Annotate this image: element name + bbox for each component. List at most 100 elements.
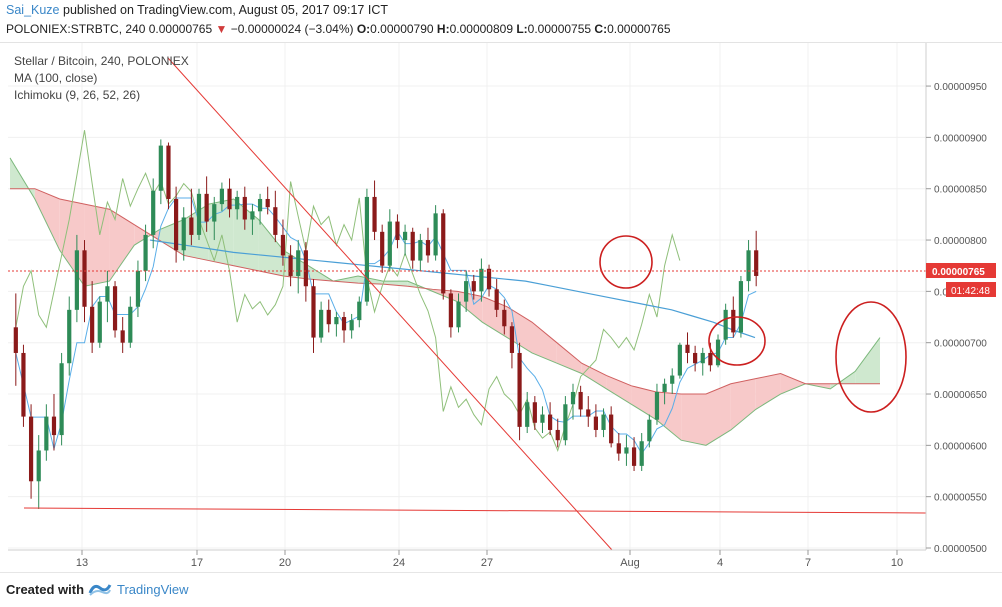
- candle-body: [135, 270, 141, 307]
- price-chart[interactable]: 0.00000950 0.00000900 0.00000850 0.00000800…: [0, 43, 1002, 572]
- candle-body: [227, 188, 232, 210]
- candle-body: [708, 352, 713, 366]
- cloud-segment: [532, 322, 557, 364]
- chart-header: Sai_Kuze published on TradingView.com, A…: [0, 0, 1002, 43]
- time-tick-label: 10: [891, 557, 903, 569]
- candle-body: [433, 213, 438, 256]
- candle-body: [44, 416, 49, 451]
- candle-body: [410, 231, 415, 261]
- close-label: C:: [594, 22, 608, 36]
- symbol-name: POLONIEX:STRBTC, 240: [6, 22, 146, 36]
- cloud-segment: [855, 337, 880, 384]
- candle-body: [273, 207, 278, 235]
- candle-body: [631, 447, 637, 466]
- annotations: [599, 235, 907, 413]
- candle-body: [441, 213, 446, 294]
- candle-body: [540, 414, 545, 423]
- candle-body: [196, 193, 202, 235]
- countdown-text: 01:42:48: [951, 286, 990, 297]
- candle-body: [349, 320, 354, 331]
- candle-body: [112, 286, 118, 331]
- candle-body: [502, 309, 507, 327]
- time-axis: 13 17 20 24 27 Aug 4 7 10: [8, 549, 926, 569]
- candle-body: [402, 231, 408, 241]
- candle-body: [341, 317, 347, 331]
- candle-body: [357, 301, 362, 321]
- candle-body: [654, 391, 660, 420]
- time-tick-label: 4: [717, 557, 723, 569]
- low-label: L:: [516, 22, 528, 36]
- candle-body: [693, 352, 698, 364]
- candle-body: [242, 196, 247, 220]
- candle-body: [311, 286, 316, 338]
- candle-body: [74, 250, 79, 310]
- cloud-segment: [258, 219, 284, 276]
- candle-body: [570, 391, 576, 405]
- candle-body: [471, 281, 476, 292]
- open-label: O:: [356, 22, 371, 36]
- publish-info: Sai_Kuze published on TradingView.com, A…: [6, 3, 388, 17]
- candle-body: [334, 317, 339, 325]
- candle-body: [97, 301, 102, 343]
- candle-body: [425, 240, 431, 256]
- candle-body: [36, 450, 41, 482]
- candle-body: [418, 240, 423, 261]
- cloud-segment: [109, 209, 135, 282]
- price-tick-label: 0.00000850: [934, 185, 987, 196]
- countdown-badge: [946, 282, 996, 297]
- price-change: −0.00000024 (−3.04%): [230, 22, 354, 36]
- price-tick-label: 0.00000900: [934, 133, 987, 144]
- cloud-segment: [706, 383, 731, 446]
- price-badge: [926, 263, 996, 278]
- tradingview-logo-icon[interactable]: [88, 581, 112, 597]
- time-tick-label: 7: [805, 557, 811, 569]
- price-badge-text: 0.00000765: [932, 267, 985, 278]
- candle-body: [372, 196, 377, 232]
- candle-body: [204, 193, 209, 222]
- time-tick-label: 17: [191, 557, 203, 569]
- lagging-span: [15, 130, 681, 452]
- down-arrow-icon: ▼: [215, 22, 228, 36]
- tradingview-link[interactable]: TradingView: [117, 582, 189, 597]
- candle-body: [120, 330, 125, 343]
- candle-body: [555, 429, 560, 441]
- created-with-text: Created with: [6, 582, 85, 597]
- candle-body: [82, 250, 87, 307]
- candle-body: [738, 281, 744, 333]
- last-price: 0.00000765: [148, 22, 213, 36]
- price-tick-label: 0.00000600: [934, 441, 987, 452]
- candle-body: [158, 145, 163, 191]
- candle-body: [235, 196, 240, 210]
- candle-body: [532, 402, 537, 423]
- ma-100-line: [149, 239, 756, 339]
- candle-body: [464, 281, 469, 302]
- candle-body: [715, 339, 721, 366]
- candle-body: [670, 375, 675, 384]
- cloud-segment: [457, 291, 483, 323]
- author-link[interactable]: Sai_Kuze: [6, 3, 60, 17]
- cloud-segment: [755, 373, 781, 410]
- legend-title: Stellar / Bitcoin, 240, POLONIEX: [14, 54, 189, 68]
- ohlc-bar: POLONIEX:STRBTC, 240 0.00000765 ▼ −0.000…: [6, 22, 671, 36]
- candle-body: [517, 352, 522, 427]
- candle-body: [326, 309, 331, 325]
- trendlines: [23, 57, 927, 551]
- candle-body: [624, 447, 629, 454]
- legend-ichimoku: Ichimoku (9, 26, 52, 26): [14, 88, 141, 102]
- candle-body: [174, 198, 179, 251]
- candle-body: [586, 409, 591, 417]
- candle-body: [265, 198, 270, 208]
- price-axis: 0.00000950 0.00000900 0.00000850 0.00000800…: [925, 43, 987, 555]
- candle-body: [212, 204, 217, 222]
- candle-body: [395, 221, 400, 241]
- candle-body: [128, 306, 133, 343]
- candle-body: [662, 383, 667, 392]
- candle-body: [456, 301, 461, 328]
- price-tick-label: 0.00000700: [934, 339, 987, 350]
- candle-body: [616, 443, 621, 454]
- candle-body: [578, 391, 583, 410]
- cloud-segment: [780, 373, 806, 395]
- time-tick-label: 13: [76, 557, 88, 569]
- candle-body: [143, 234, 148, 271]
- cloud-segment: [730, 378, 756, 430]
